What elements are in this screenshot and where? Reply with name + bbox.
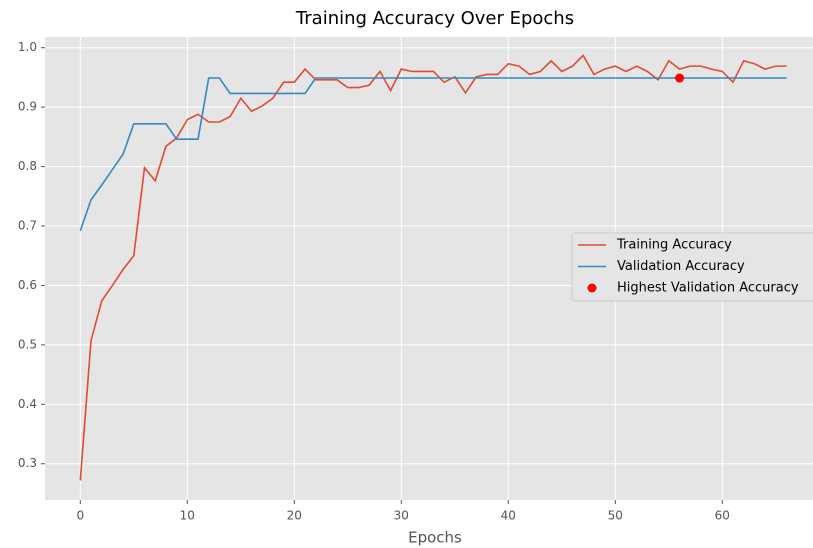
highlight-point — [675, 73, 685, 83]
y-tick-label: 0.4 — [18, 397, 37, 411]
legend-label: Highest Validation Accuracy — [617, 281, 799, 296]
x-tick-label: 0 — [76, 509, 84, 523]
x-tick-label: 10 — [180, 509, 195, 523]
y-tick-label: 0.8 — [18, 159, 37, 173]
y-tick-label: 0.5 — [18, 337, 37, 351]
x-tick-label: 50 — [608, 509, 623, 523]
x-tick-label: 20 — [287, 509, 302, 523]
legend-swatch — [587, 283, 597, 293]
y-tick-label: 1.0 — [18, 40, 37, 54]
y-tick-label: 0.6 — [18, 278, 37, 292]
chart-title: Training Accuracy Over Epochs — [295, 8, 574, 29]
legend-label: Training Accuracy — [616, 238, 732, 253]
legend-label: Validation Accuracy — [617, 259, 745, 274]
y-tick-label: 0.9 — [18, 100, 37, 114]
y-tick-label: 0.3 — [18, 456, 37, 470]
line-series — [79, 54, 787, 481]
x-axis-label: Epochs — [408, 529, 462, 547]
legend-box — [571, 232, 813, 302]
x-tick-label: 60 — [715, 509, 730, 523]
x-tick-label: 40 — [501, 509, 516, 523]
y-tick-label: 0.7 — [18, 219, 37, 233]
line-series — [79, 77, 787, 232]
x-tick-label: 30 — [394, 509, 409, 523]
